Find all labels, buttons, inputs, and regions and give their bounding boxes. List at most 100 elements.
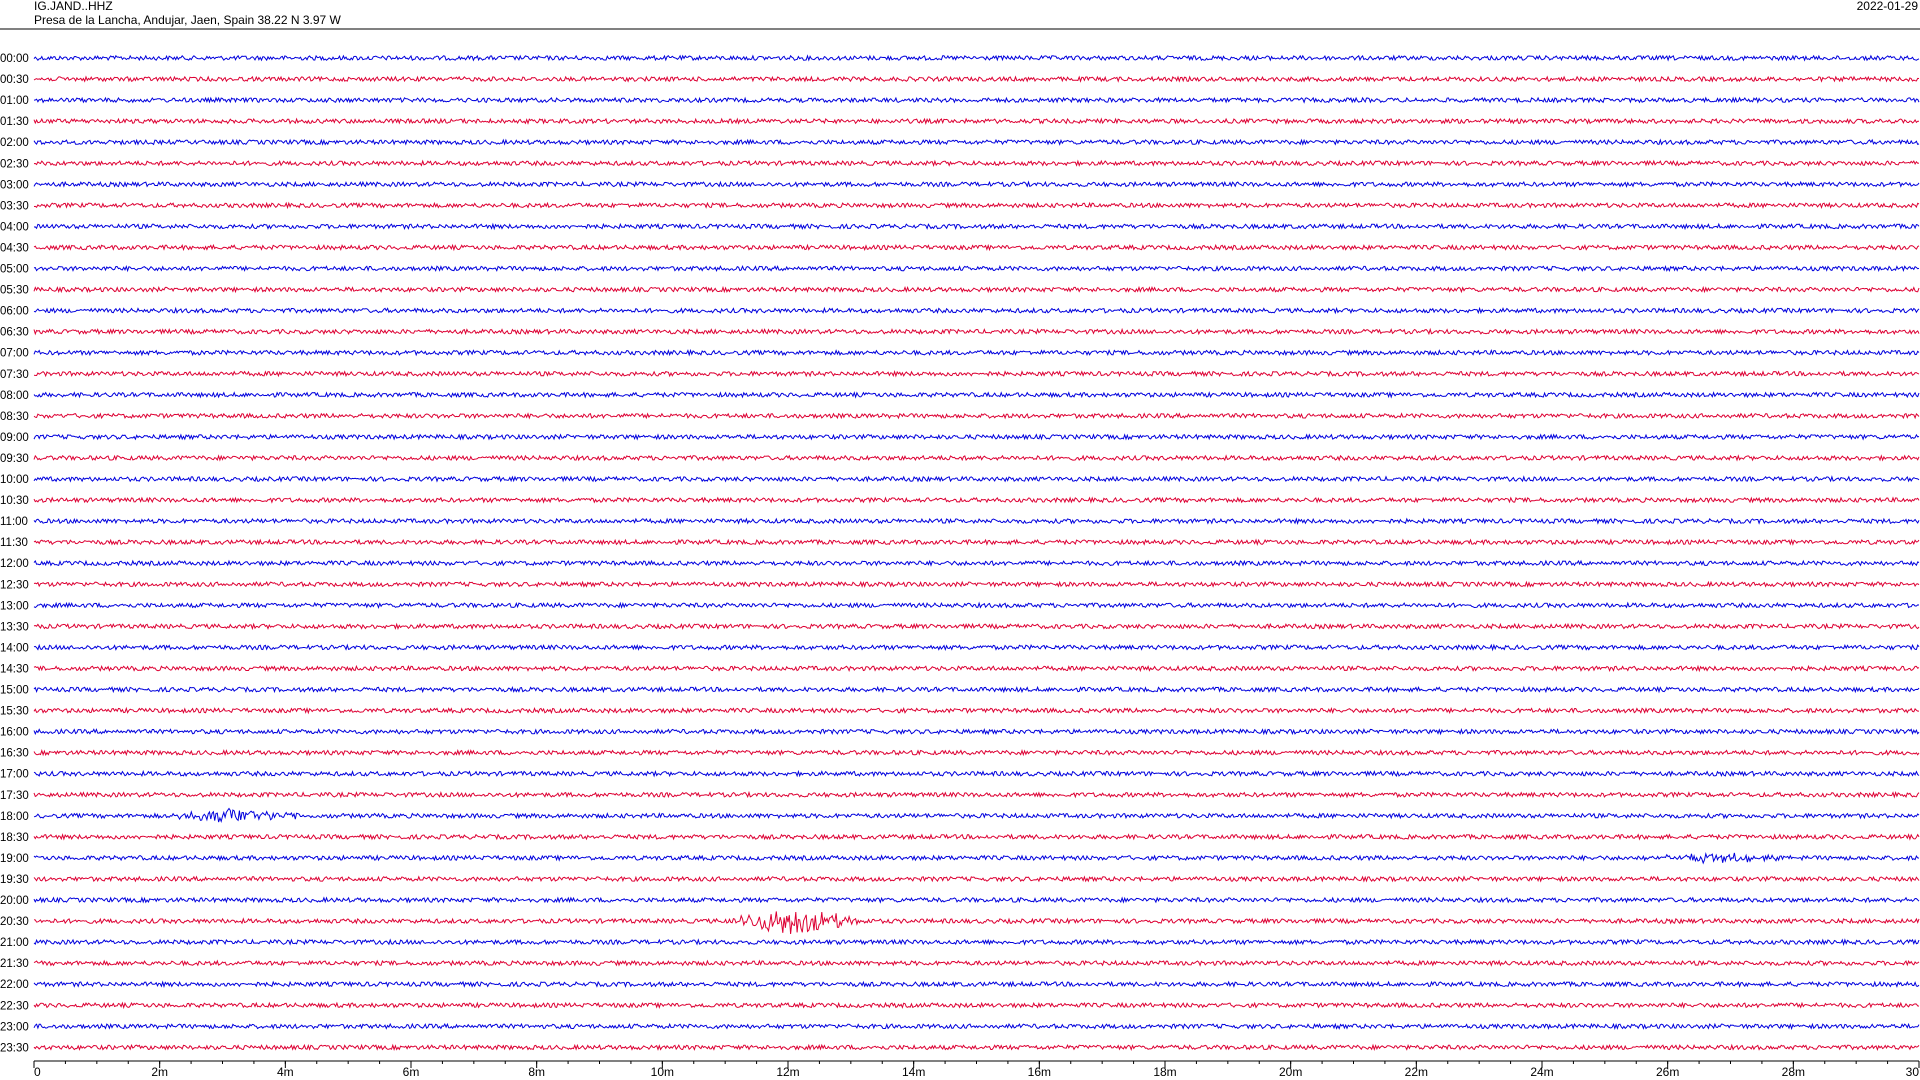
trace-row-0100 <box>33 96 1920 104</box>
trace-row-2030 <box>33 911 1920 935</box>
row-label-2000: 20:00 <box>0 895 29 907</box>
row-label-0030: 00:30 <box>0 74 29 86</box>
row-label-1300: 13:00 <box>0 600 29 612</box>
trace-row-0800 <box>33 391 1920 399</box>
station-location: Presa de la Lancha, Andujar, Jaen, Spain… <box>34 13 341 27</box>
row-label-1030: 10:30 <box>0 495 29 507</box>
row-label-1330: 13:30 <box>0 621 29 633</box>
trace-row-1030 <box>33 496 1920 504</box>
row-label-1230: 12:30 <box>0 579 29 591</box>
trace-row-1630 <box>33 748 1920 757</box>
trace-row-1600 <box>33 727 1920 736</box>
trace-group <box>33 54 1920 1052</box>
row-label-0830: 08:30 <box>0 411 29 423</box>
trace-row-0000 <box>33 54 1920 62</box>
trace-row-1930 <box>33 875 1920 883</box>
row-label-1630: 16:30 <box>0 748 29 760</box>
trace-row-1400 <box>33 643 1920 652</box>
trace-row-0630 <box>33 327 1920 336</box>
x-tick-label: 18m <box>1153 1065 1176 1079</box>
trace-row-0130 <box>33 117 1919 125</box>
x-tick-label: 12m <box>776 1065 799 1079</box>
x-tick-label: 2m <box>151 1065 168 1079</box>
row-label-0200: 02:00 <box>0 137 29 149</box>
trace-row-1730 <box>33 790 1920 799</box>
record-date: 2022-01-29 <box>1856 0 1918 13</box>
row-label-0930: 09:30 <box>0 453 29 465</box>
trace-row-0430 <box>33 243 1920 252</box>
trace-row-1000 <box>33 475 1920 483</box>
trace-row-0830 <box>33 412 1920 420</box>
row-label-0330: 03:30 <box>0 200 29 212</box>
x-tick-label: 26m <box>1656 1065 1679 1079</box>
trace-row-1830 <box>33 833 1920 841</box>
row-label-1900: 19:00 <box>0 853 29 865</box>
trace-row-1130 <box>33 538 1920 546</box>
row-label-0800: 08:00 <box>0 390 29 402</box>
trace-row-0330 <box>33 201 1920 210</box>
trace-row-2230 <box>33 1001 1920 1010</box>
trace-row-0230 <box>33 159 1920 167</box>
trace-row-2000 <box>33 896 1920 904</box>
x-tick-label: 24m <box>1530 1065 1553 1079</box>
trace-row-0500 <box>33 264 1920 273</box>
row-label-1200: 12:00 <box>0 558 29 570</box>
row-label-0530: 05:30 <box>0 285 29 297</box>
trace-row-1900 <box>33 852 1920 865</box>
row-label-1930: 19:30 <box>0 874 29 886</box>
row-label-2230: 22:30 <box>0 1000 29 1012</box>
trace-row-0700 <box>33 348 1920 357</box>
trace-row-0300 <box>33 180 1920 189</box>
trace-row-0900 <box>33 433 1920 441</box>
trace-row-0200 <box>33 138 1920 146</box>
trace-row-1430 <box>33 664 1920 673</box>
trace-row-2100 <box>33 938 1920 947</box>
trace-row-0600 <box>33 306 1920 315</box>
row-label-0230: 02:30 <box>0 158 29 170</box>
row-label-1130: 11:30 <box>0 537 28 549</box>
trace-row-1330 <box>33 622 1920 631</box>
trace-row-0030 <box>33 75 1920 83</box>
row-label-0630: 06:30 <box>0 327 29 339</box>
trace-row-1500 <box>33 685 1920 694</box>
row-label-1400: 14:00 <box>0 642 29 654</box>
row-label-1430: 14:30 <box>0 663 29 675</box>
trace-row-2300 <box>33 1022 1920 1031</box>
trace-row-2330 <box>33 1043 1920 1052</box>
row-label-1700: 17:00 <box>0 769 29 781</box>
x-tick-label: 6m <box>403 1065 420 1079</box>
row-label-0500: 05:00 <box>0 264 29 276</box>
row-label-0430: 04:30 <box>0 242 29 254</box>
x-tick-label: 0 <box>34 1065 41 1079</box>
trace-row-0930 <box>33 454 1920 462</box>
x-tick-label: 28m <box>1782 1065 1805 1079</box>
x-tick-label: 16m <box>1028 1065 1051 1079</box>
row-label-2100: 21:00 <box>0 937 29 949</box>
row-label-2030: 20:30 <box>0 916 29 928</box>
row-label-2200: 22:00 <box>0 979 29 991</box>
row-label-1730: 17:30 <box>0 790 29 802</box>
x-tick-label: 22m <box>1405 1065 1428 1079</box>
row-label-0130: 01:30 <box>0 116 29 128</box>
trace-row-1700 <box>33 769 1920 778</box>
trace-row-0400 <box>33 222 1920 231</box>
row-label-1830: 18:30 <box>0 832 29 844</box>
row-label-0730: 07:30 <box>0 369 29 381</box>
trace-row-1230 <box>33 580 1920 588</box>
row-label-2330: 23:30 <box>0 1042 29 1054</box>
trace-row-0730 <box>33 370 1920 378</box>
x-tick-label: 4m <box>277 1065 294 1079</box>
row-label-2130: 21:30 <box>0 958 29 970</box>
row-label-0000: 00:00 <box>0 53 29 65</box>
station-code: IG.JAND..HHZ <box>34 0 113 13</box>
trace-row-1100 <box>33 517 1920 525</box>
row-label-0700: 07:00 <box>0 348 29 360</box>
trace-row-2200 <box>33 980 1920 989</box>
x-tick-label: 8m <box>528 1065 545 1079</box>
row-label-0400: 04:00 <box>0 221 29 233</box>
row-label-1800: 18:00 <box>0 811 29 823</box>
row-label-2300: 23:00 <box>0 1021 29 1033</box>
x-tick-label: 10m <box>651 1065 674 1079</box>
trace-row-1530 <box>33 706 1919 715</box>
